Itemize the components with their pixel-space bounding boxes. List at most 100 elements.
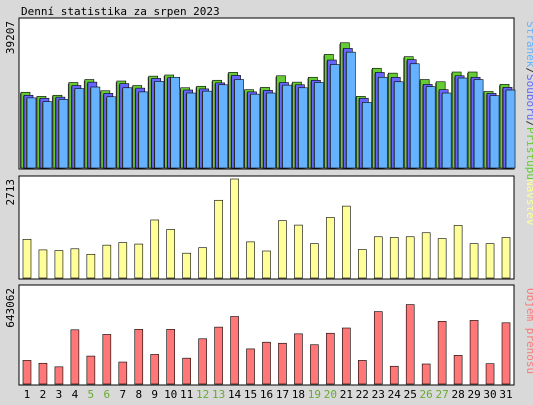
x-tick-label-day-17: 17	[276, 388, 289, 401]
x-tick-label-day-12: 12	[196, 388, 209, 401]
bar-requests-Stránek-12	[202, 90, 212, 169]
x-tick-label-day-2: 2	[40, 388, 47, 401]
bar-kbytes-27	[437, 320, 447, 385]
x-tick-label-day-7: 7	[119, 388, 126, 401]
bar-visits-3	[54, 250, 64, 279]
bar-requests-Stránek-11	[186, 92, 196, 169]
x-tick-label-day-25: 25	[404, 388, 417, 401]
bar-kbytes-5	[86, 355, 96, 385]
bar-requests-Stránek-19	[314, 82, 324, 169]
bar-kbytes-1	[22, 360, 32, 385]
y-max-label-requests: 39207	[4, 21, 17, 54]
bar-requests-Stránek-9	[154, 81, 165, 169]
bar-kbytes-25	[405, 304, 415, 385]
bar-kbytes-18	[294, 333, 303, 385]
bar-visits-2	[38, 249, 48, 279]
x-tick-label-day-28: 28	[451, 388, 464, 401]
x-tick-label-day-14: 14	[228, 388, 242, 401]
bar-requests-Stránek-18	[298, 87, 308, 169]
x-tick-label-day-19: 19	[308, 388, 321, 401]
x-tick-label-day-15: 15	[244, 388, 257, 401]
bar-visits-5	[86, 253, 96, 279]
bar-visits-8	[134, 243, 144, 279]
chart-panel-kbytes: 643062 Objem přenosu	[4, 284, 533, 386]
bar-requests-Stránek-3	[58, 99, 69, 169]
bar-visits-25	[405, 236, 415, 279]
bar-kbytes-24	[389, 365, 399, 385]
bar-requests-Stránek-20	[330, 64, 340, 169]
bar-requests-Stránek-13	[218, 84, 228, 169]
bar-visits-15	[246, 241, 255, 279]
x-tick-label-day-20: 20	[324, 388, 337, 401]
bar-visits-22	[358, 249, 367, 279]
bar-requests-Stránek-15	[250, 93, 260, 169]
x-tick-label-day-29: 29	[467, 388, 480, 401]
bar-requests-Stránek-8	[138, 91, 149, 169]
y-max-label-kbytes: 643062	[4, 288, 17, 328]
x-tick-label-day-21: 21	[340, 388, 353, 401]
bar-visits-12	[198, 247, 207, 279]
bar-kbytes-26	[421, 363, 431, 385]
bar-visits-13	[214, 199, 223, 279]
chart-panel-visits: 2713 Návštěv	[4, 175, 533, 280]
bar-visits-6	[102, 244, 112, 279]
bar-requests-Stránek-16	[266, 92, 276, 169]
bar-requests-Stránek-7	[122, 87, 133, 169]
bar-kbytes-16	[262, 341, 271, 385]
legend-part-requests-2: Souborů	[524, 74, 533, 120]
bar-kbytes-20	[326, 332, 335, 385]
bar-visits-16	[262, 250, 271, 279]
x-tick-label-day-6: 6	[104, 388, 111, 401]
legend-part-requests-3: /	[524, 120, 533, 127]
x-tick-label-day-13: 13	[212, 388, 225, 401]
x-tick-label-day-18: 18	[292, 388, 305, 401]
bar-kbytes-10	[166, 329, 175, 385]
bar-requests-Stránek-21	[346, 51, 356, 169]
legend-part-kbytes-0: Objem přenosu	[524, 288, 533, 374]
bar-requests-Stránek-14	[234, 79, 244, 169]
legend-label-kbytes: Objem přenosu	[524, 288, 533, 374]
bar-visits-18	[294, 224, 303, 279]
bar-visits-26	[421, 232, 431, 279]
bar-kbytes-2	[38, 362, 48, 385]
bar-visits-4	[70, 248, 80, 279]
bar-requests-Stránek-1	[26, 97, 37, 169]
bar-visits-29	[469, 243, 479, 279]
bar-kbytes-12	[198, 338, 207, 385]
bar-kbytes-29	[469, 320, 479, 385]
x-tick-label-day-1: 1	[24, 388, 31, 401]
bar-visits-9	[150, 219, 160, 279]
bar-requests-Stránek-6	[106, 96, 117, 169]
x-tick-label-day-4: 4	[72, 388, 79, 401]
x-tick-label-day-16: 16	[260, 388, 273, 401]
bar-kbytes-11	[182, 357, 191, 385]
bar-kbytes-17	[278, 342, 287, 385]
x-tick-label-day-24: 24	[388, 388, 402, 401]
bar-kbytes-8	[134, 329, 144, 385]
bar-visits-14	[230, 178, 239, 279]
x-tick-label-day-31: 31	[499, 388, 512, 401]
bar-requests-Stránek-24	[393, 81, 404, 169]
bar-requests-Stránek-27	[441, 92, 452, 169]
bar-visits-30	[485, 243, 495, 279]
bar-visits-27	[437, 238, 447, 279]
bar-visits-23	[373, 236, 383, 279]
legend-label-requests: Stránek/Souborů/Přístupů	[524, 21, 533, 180]
bar-requests-Stránek-17	[282, 84, 292, 169]
bar-visits-11	[182, 252, 191, 279]
bar-kbytes-4	[70, 329, 80, 385]
x-tick-label-day-11: 11	[180, 388, 193, 401]
bar-requests-Stránek-5	[90, 86, 101, 169]
bar-visits-28	[453, 225, 463, 279]
bar-requests-Stránek-25	[409, 63, 420, 169]
legend-part-requests-0: Stránek	[524, 21, 533, 68]
bar-visits-17	[278, 220, 287, 279]
bar-kbytes-13	[214, 326, 223, 385]
bar-kbytes-31	[501, 322, 511, 385]
x-tick-label-day-22: 22	[356, 388, 369, 401]
bar-kbytes-6	[102, 334, 112, 385]
bar-visits-19	[310, 243, 319, 279]
